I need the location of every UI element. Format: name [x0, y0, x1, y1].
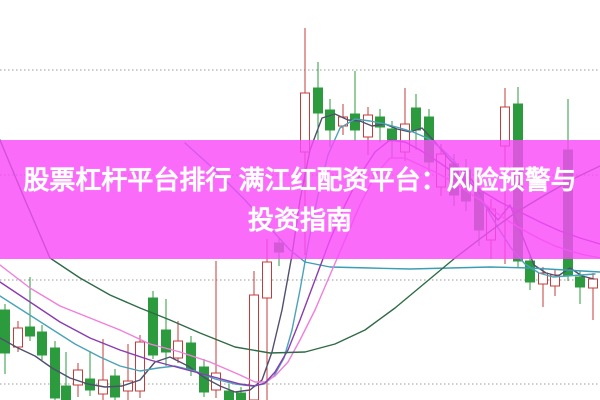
headline-line-2: 投资指南 [247, 204, 352, 235]
headline-line-1: 股票杠杆平台排行 满江红配资平台：风险预警与 [23, 164, 577, 195]
headline-banner: 股票杠杆平台排行 满江红配资平台：风险预警与 投资指南 [0, 140, 600, 259]
